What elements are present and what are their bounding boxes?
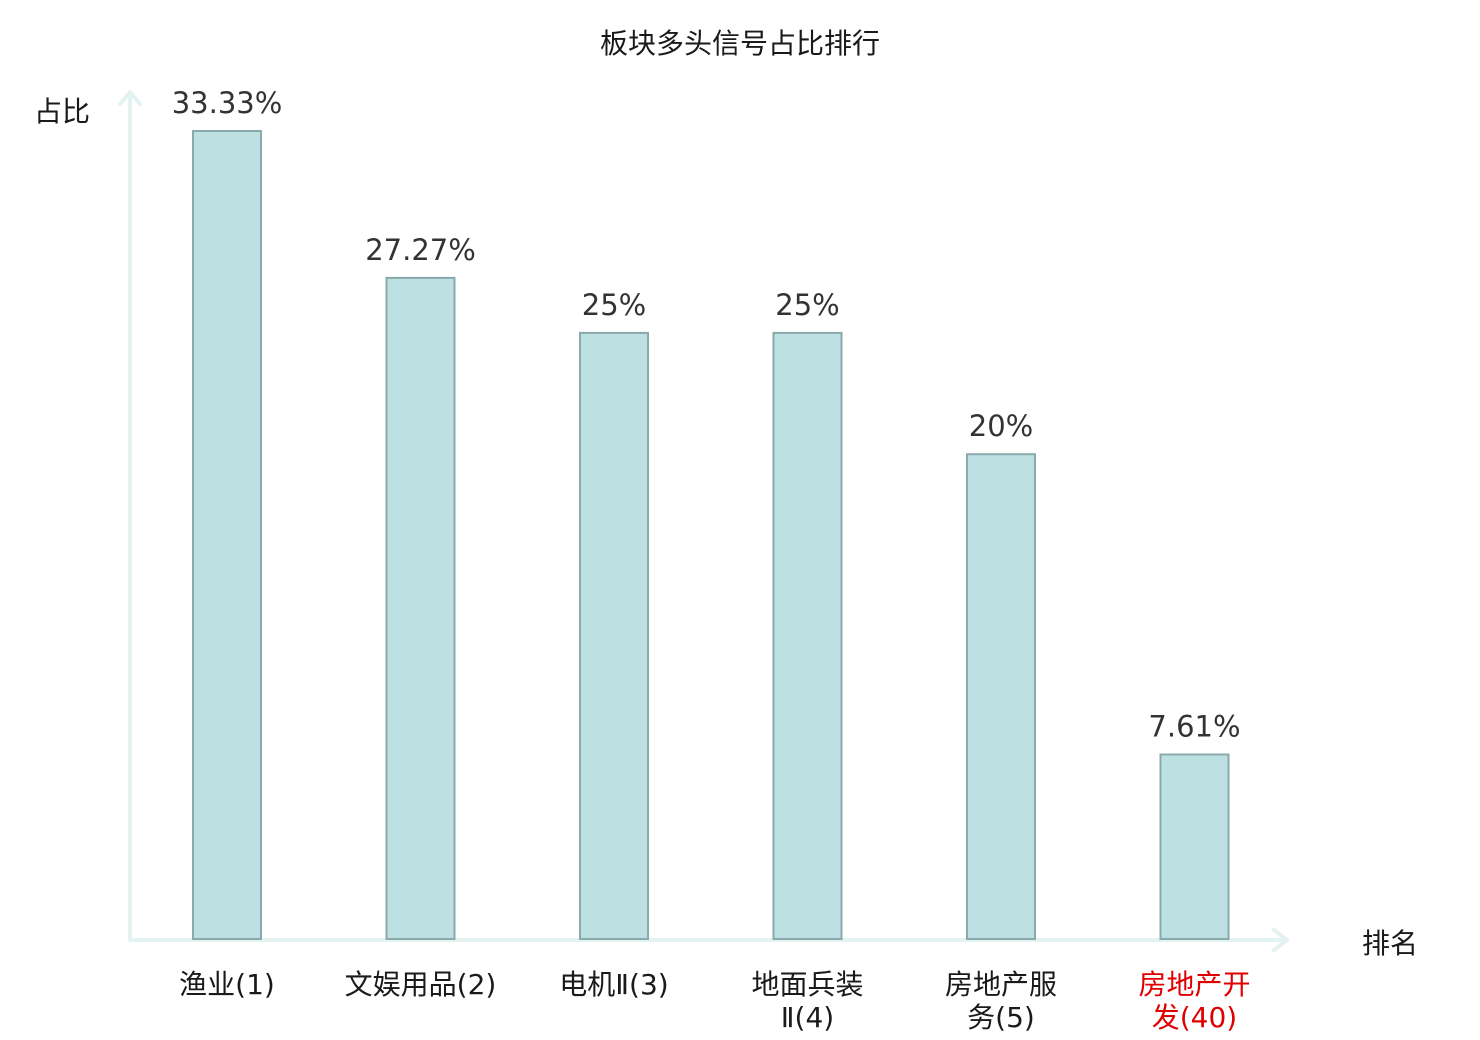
x-axis-label: 排名 bbox=[1362, 927, 1418, 960]
x-axis-arrow bbox=[1272, 928, 1289, 952]
category-label-4-line-1: 地面兵装 bbox=[751, 968, 863, 1001]
value-label-5: 20% bbox=[969, 409, 1033, 443]
category-label-5-line-2: 务(5) bbox=[967, 1001, 1035, 1034]
bar-5 bbox=[966, 453, 1036, 940]
bar-3 bbox=[579, 331, 649, 940]
y-axis-label: 占比 bbox=[34, 95, 90, 128]
value-label-2: 27.27% bbox=[365, 233, 476, 267]
category-label-6-line-1: 房地产开 bbox=[1138, 968, 1250, 1001]
value-label-1: 33.33% bbox=[172, 86, 283, 120]
bar-6 bbox=[1159, 753, 1230, 940]
category-label-2-line-1: 文娱用品(2) bbox=[345, 968, 497, 1001]
category-label-5-line-1: 房地产服 bbox=[945, 968, 1057, 1001]
bar-4 bbox=[772, 331, 843, 940]
bars-group bbox=[192, 130, 1230, 940]
category-label-3-line-1: 电机Ⅱ(3) bbox=[559, 968, 668, 1001]
category-label-1-line-1: 渔业(1) bbox=[179, 968, 275, 1001]
bar-1 bbox=[192, 130, 262, 940]
value-label-6: 7.61% bbox=[1148, 710, 1240, 744]
value-labels-group: 33.33% 27.27% 25% 25% 20% 7.61% bbox=[172, 86, 1241, 744]
category-label-6-line-2: 发(40) bbox=[1152, 1001, 1237, 1034]
value-label-4: 25% bbox=[775, 288, 839, 322]
chart-title: 板块多头信号占比排行 bbox=[600, 27, 880, 60]
category-label-4-line-2: Ⅱ(4) bbox=[781, 1001, 834, 1034]
value-label-3: 25% bbox=[582, 288, 646, 322]
y-axis-arrow bbox=[118, 90, 142, 106]
bar-2 bbox=[385, 276, 456, 940]
